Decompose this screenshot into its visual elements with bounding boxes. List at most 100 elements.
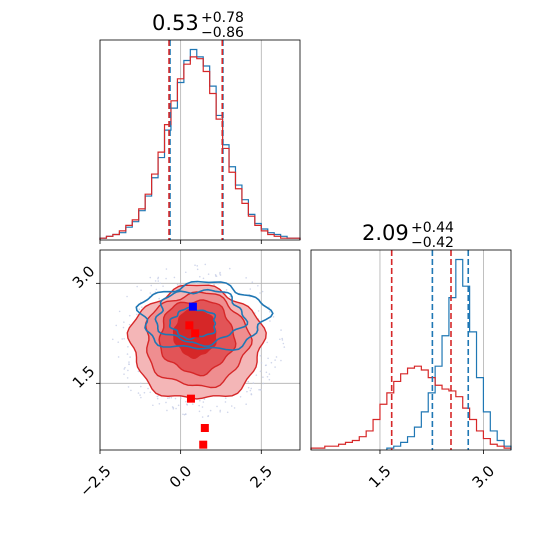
sample-dot — [165, 268, 168, 270]
sample-dot — [128, 323, 131, 326]
sample-dot — [141, 306, 143, 309]
sample-dot — [216, 405, 218, 408]
sample-dot — [123, 337, 125, 340]
sample-dot — [152, 404, 154, 407]
blue-contour-level — [168, 306, 217, 341]
sample-dot — [156, 397, 159, 400]
sample-dot — [225, 288, 228, 291]
sample-dot — [202, 401, 205, 403]
histogram-param2-panel — [310, 249, 512, 454]
x-tick-label: −2.5 — [76, 462, 114, 500]
sample-dot — [183, 413, 186, 416]
sample-dot — [226, 411, 229, 414]
sample-dot — [176, 283, 179, 286]
sample-dot — [124, 366, 126, 369]
sample-dot — [260, 362, 263, 364]
param2-title-main: 2.09 — [362, 221, 409, 245]
sample-dot — [219, 409, 222, 412]
contour-panel — [96, 249, 301, 454]
sample-dot — [182, 413, 184, 416]
sample-dot — [281, 339, 284, 341]
sample-dot — [252, 382, 255, 384]
sample-dot — [259, 292, 261, 294]
sample-dot — [282, 342, 285, 345]
sample-dot — [123, 373, 125, 375]
sample-dot — [173, 276, 176, 279]
sample-dot — [130, 389, 132, 392]
sample-dot — [136, 285, 138, 288]
sample-dot — [207, 415, 209, 418]
sample-dot — [245, 277, 247, 279]
sample-dot — [155, 288, 158, 291]
sample-dot — [249, 288, 252, 290]
sample-dot — [281, 337, 283, 340]
sample-dot — [203, 398, 206, 401]
sample-dot — [175, 407, 177, 410]
sample-dot — [202, 277, 205, 280]
sample-dot — [185, 403, 188, 405]
sample-dot — [157, 276, 160, 279]
x-tick-label-param2: 1.5 — [365, 462, 395, 492]
sample-dot — [213, 283, 215, 286]
hist-param2-blue-step — [386, 258, 512, 450]
sample-dot — [269, 320, 271, 322]
sample-dot — [201, 406, 204, 408]
sample-dot — [267, 357, 269, 360]
y-tick-label: 1.5 — [69, 362, 99, 392]
sample-dot — [137, 392, 140, 394]
hist-param1-frame — [99, 39, 301, 241]
sample-dot — [209, 409, 212, 412]
sample-dot — [280, 329, 282, 331]
blue-contour-level — [135, 280, 274, 352]
x-tick-label: 2.5 — [246, 462, 276, 492]
sample-dot — [245, 403, 247, 405]
sample-dot — [126, 353, 129, 355]
sample-dot — [261, 290, 264, 293]
sample-dot — [259, 370, 262, 373]
param1-title-sub: −0.86 — [201, 25, 244, 41]
sample-dot — [196, 265, 199, 267]
contour-frame — [99, 249, 301, 451]
sample-dot — [224, 401, 227, 403]
sample-dot — [128, 363, 130, 366]
sample-dot — [127, 345, 129, 348]
param1-title-main: 0.53 — [152, 11, 199, 35]
sample-dot — [117, 341, 120, 343]
sample-dot — [219, 410, 221, 413]
sample-dot — [118, 310, 121, 313]
sample-dot — [191, 403, 194, 405]
sample-dot — [121, 338, 124, 340]
sample-dot — [111, 338, 114, 341]
tick-labels: −2.5 0.0 2.5 1.5 3.0 1.5 3.0 — [69, 262, 498, 500]
sample-dot — [198, 410, 201, 413]
sample-dot — [274, 366, 276, 368]
hist-param2-red-step — [310, 365, 511, 450]
sample-dot — [140, 385, 142, 388]
sample-dot — [157, 280, 160, 282]
sample-dot — [159, 282, 161, 285]
sample-dot — [174, 397, 177, 400]
sample-dot — [140, 396, 142, 399]
histogram-param1-panel — [99, 39, 301, 244]
hist-param1-red-step — [99, 56, 301, 240]
sample-dot — [122, 326, 125, 329]
sample-dot — [127, 369, 129, 372]
sample-dot — [255, 374, 258, 376]
contour-inner — [100, 250, 300, 450]
sample-dot — [219, 271, 221, 274]
sample-dot — [260, 389, 262, 391]
sample-dot — [262, 376, 264, 378]
sample-dot — [279, 338, 281, 341]
param2-title-sub: −0.42 — [411, 235, 454, 251]
red-point-marker — [199, 440, 208, 449]
sample-dot — [195, 282, 198, 284]
sample-dot — [247, 386, 250, 389]
sample-dot — [265, 371, 268, 374]
param1-title-sup: +0.78 — [201, 10, 244, 26]
sample-dot — [165, 277, 167, 280]
blue-point-marker — [188, 302, 197, 311]
sample-dot — [217, 282, 219, 285]
sample-dot — [126, 377, 129, 379]
sample-dot — [265, 364, 267, 366]
sample-dot — [172, 407, 175, 410]
